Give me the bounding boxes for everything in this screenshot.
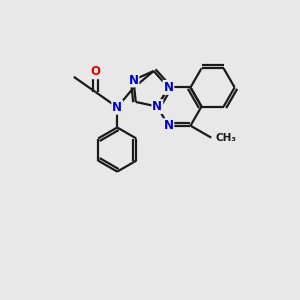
Text: N: N (128, 74, 139, 86)
Text: N: N (164, 119, 173, 132)
Text: CH₃: CH₃ (216, 133, 237, 142)
Text: N: N (152, 100, 162, 113)
Text: O: O (91, 65, 100, 78)
Text: N: N (164, 81, 173, 94)
Text: N: N (112, 101, 122, 114)
